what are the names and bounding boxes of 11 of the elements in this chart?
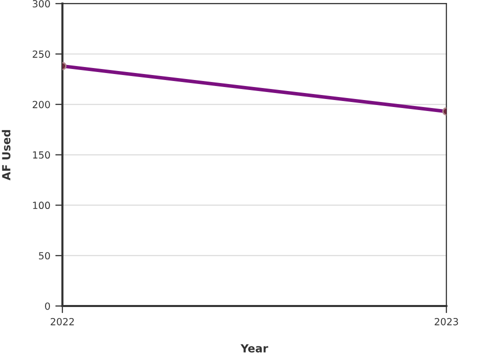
y-tick-label: 0 <box>45 302 50 310</box>
y-tick-label: 100 <box>33 202 50 210</box>
y-axis-title: AF Used <box>2 130 10 180</box>
x-tick-label: 2022 <box>50 318 74 326</box>
y-tick-label: 250 <box>32 50 50 58</box>
y-tick-label: 150 <box>33 151 50 159</box>
x-tick-label: 2023 <box>434 318 458 326</box>
y-tick-label: 200 <box>32 100 50 108</box>
y-tick-label: 50 <box>38 252 50 260</box>
x-axis-title: Year <box>240 344 268 352</box>
y-tick-label: 300 <box>32 0 50 8</box>
